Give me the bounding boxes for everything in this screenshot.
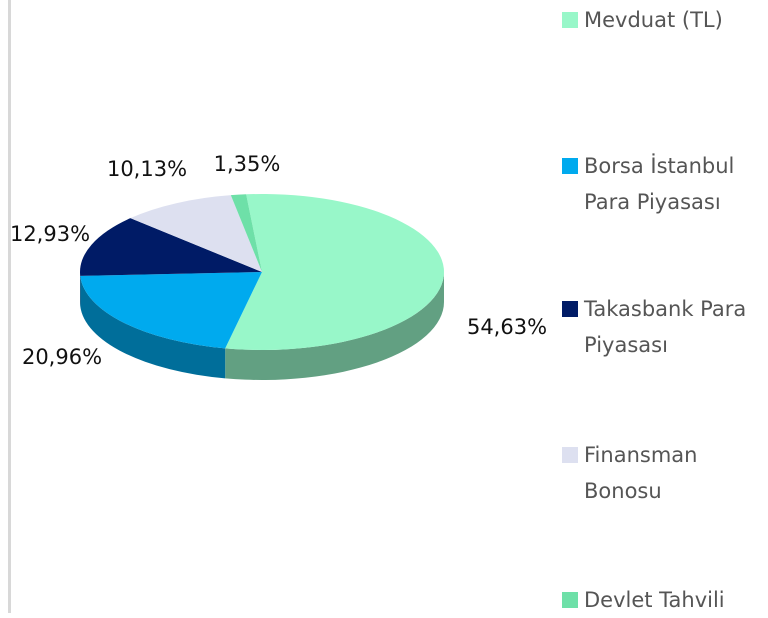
- legend-item: Borsa İstanbul Para Piyasası: [562, 148, 762, 220]
- legend-label: Finansman Bonosu: [584, 437, 759, 509]
- legend-label: Mevduat (TL): [584, 2, 759, 38]
- legend-label: Borsa İstanbul Para Piyasası: [584, 148, 759, 220]
- legend-swatch: [562, 447, 578, 463]
- data-label: 20,96%: [22, 345, 102, 369]
- legend-item: Takasbank Para Piyasası: [562, 291, 762, 363]
- data-label: 54,63%: [467, 315, 547, 339]
- legend-item: Mevduat (TL): [562, 2, 762, 38]
- legend-swatch: [562, 301, 578, 317]
- legend-label: Takasbank Para Piyasası: [584, 291, 759, 363]
- legend-swatch: [562, 12, 578, 28]
- data-label: 12,93%: [10, 222, 90, 246]
- legend-swatch: [562, 158, 578, 174]
- legend-swatch: [562, 592, 578, 608]
- legend-item: Finansman Bonosu: [562, 437, 762, 509]
- data-label: 10,13%: [107, 157, 187, 181]
- data-label: 1,35%: [214, 152, 281, 176]
